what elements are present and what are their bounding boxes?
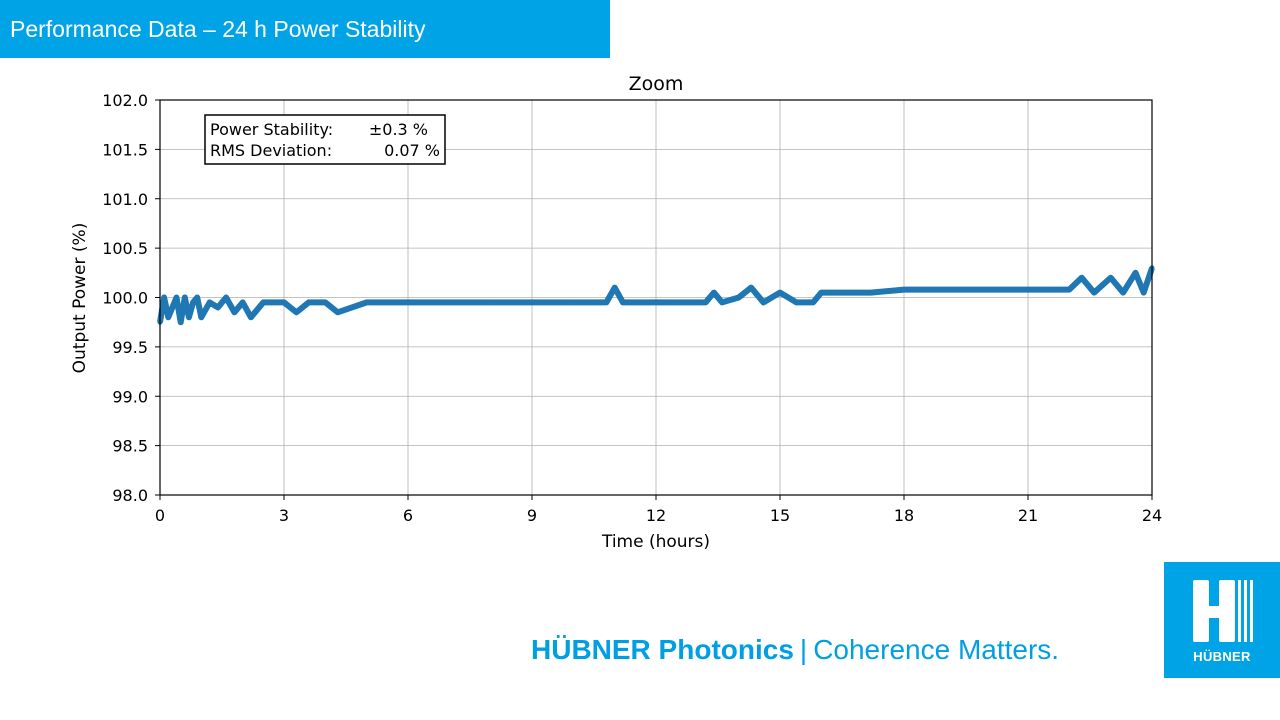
data-point bbox=[835, 290, 841, 296]
x-tick-label: 21 bbox=[1018, 506, 1038, 525]
stability-annotation: Power Stability: ±0.3 % RMS Deviation: 0… bbox=[204, 114, 446, 165]
x-tick-label: 3 bbox=[279, 506, 289, 525]
data-point bbox=[1091, 290, 1097, 296]
brand-tagline: HÜBNER Photonics | Coherence Matters. bbox=[531, 630, 1059, 670]
data-point bbox=[364, 299, 370, 305]
y-axis-label: Output Power (%) bbox=[70, 223, 90, 374]
data-point bbox=[736, 295, 742, 300]
data-point bbox=[306, 299, 312, 305]
power-stability-chart: Zoom 0 3 6 9 12 15 18 21 24 98.0 98.5 99.0 99.5 100.0… bbox=[70, 73, 1162, 552]
x-tick-label: 9 bbox=[527, 506, 537, 525]
chart-ticks: 0 3 6 9 12 15 18 21 24 98.0 98.5 99.0 99.5 100.0 100.5… bbox=[102, 91, 1162, 525]
y-tick-label: 101.5 bbox=[102, 140, 148, 159]
data-point bbox=[794, 299, 799, 305]
data-point bbox=[818, 290, 824, 296]
data-point bbox=[207, 299, 213, 305]
data-point bbox=[761, 299, 766, 305]
data-point bbox=[240, 299, 246, 305]
data-point bbox=[868, 290, 874, 296]
x-tick-label: 6 bbox=[403, 506, 413, 525]
data-point bbox=[260, 299, 266, 305]
x-tick-label: 0 bbox=[155, 506, 165, 525]
data-point bbox=[851, 290, 857, 296]
data-point bbox=[612, 285, 618, 291]
data-point bbox=[777, 290, 783, 296]
y-tick-label: 98.5 bbox=[112, 437, 148, 456]
data-point bbox=[293, 309, 299, 315]
data-point bbox=[1120, 290, 1126, 296]
data-point bbox=[322, 299, 328, 305]
data-point bbox=[174, 295, 179, 300]
x-tick-label: 15 bbox=[770, 506, 790, 525]
huebner-logo: HÜBNER bbox=[1164, 562, 1280, 678]
data-point bbox=[194, 295, 200, 300]
data-point bbox=[446, 299, 452, 305]
data-point bbox=[1079, 275, 1085, 281]
data-point bbox=[223, 295, 229, 300]
data-point bbox=[231, 309, 237, 315]
chart-title: Zoom bbox=[629, 73, 684, 95]
data-point bbox=[711, 290, 717, 296]
data-point bbox=[1108, 275, 1114, 281]
data-point bbox=[161, 295, 167, 300]
y-tick-label: 100.5 bbox=[102, 239, 148, 258]
annotation-label-rms: RMS Deviation: bbox=[210, 141, 332, 160]
data-point bbox=[182, 295, 188, 300]
slide-title: Performance Data – 24 h Power Stability bbox=[10, 16, 426, 42]
logo-text: HÜBNER bbox=[1193, 649, 1251, 664]
data-point bbox=[1133, 270, 1138, 276]
data-point bbox=[488, 299, 494, 305]
data-point bbox=[674, 299, 680, 305]
data-point bbox=[984, 287, 990, 293]
y-tick-label: 98.0 bbox=[112, 486, 148, 505]
annotation-label-stability: Power Stability: bbox=[210, 120, 333, 139]
data-point bbox=[281, 299, 287, 305]
data-point bbox=[190, 299, 196, 305]
data-point bbox=[1025, 287, 1031, 293]
data-point bbox=[273, 299, 279, 305]
data-point bbox=[198, 314, 204, 320]
data-point bbox=[165, 314, 171, 320]
data-point bbox=[1066, 287, 1072, 293]
annotation-value-rms: 0.07 % bbox=[384, 141, 440, 160]
x-tick-label: 12 bbox=[646, 506, 666, 525]
data-point bbox=[529, 299, 535, 305]
data-point bbox=[620, 299, 626, 305]
data-point bbox=[405, 299, 411, 305]
data-point bbox=[810, 299, 816, 305]
data-point bbox=[603, 299, 609, 305]
data-point bbox=[570, 299, 576, 305]
data-point bbox=[703, 299, 709, 305]
slide-title-banner: Performance Data – 24 h Power Stability bbox=[0, 0, 610, 58]
data-point bbox=[1141, 290, 1147, 296]
data-point bbox=[335, 309, 341, 315]
data-point bbox=[169, 304, 175, 310]
x-tick-label: 18 bbox=[894, 506, 914, 525]
data-point bbox=[942, 287, 948, 293]
data-point bbox=[215, 304, 221, 310]
data-point bbox=[748, 285, 754, 291]
data-point bbox=[901, 287, 907, 293]
y-tick-label: 102.0 bbox=[102, 91, 148, 110]
tagline-separator: | bbox=[799, 634, 808, 665]
data-point bbox=[248, 314, 254, 320]
data-point bbox=[694, 299, 700, 305]
data-point bbox=[719, 299, 725, 305]
annotation-value-stability: ±0.3 % bbox=[369, 120, 428, 139]
x-tick-label: 24 bbox=[1142, 506, 1162, 525]
x-axis-label: Time (hours) bbox=[601, 532, 710, 552]
logo-h-icon bbox=[1193, 580, 1253, 642]
y-tick-label: 99.5 bbox=[112, 338, 148, 357]
brand-slogan: Coherence Matters. bbox=[813, 634, 1060, 665]
y-tick-label: 99.0 bbox=[112, 387, 148, 406]
y-tick-label: 100.0 bbox=[102, 289, 148, 308]
y-tick-label: 101.0 bbox=[102, 190, 148, 209]
data-point bbox=[178, 319, 184, 325]
data-point bbox=[653, 299, 659, 305]
data-point bbox=[186, 314, 192, 320]
brand-name: HÜBNER Photonics bbox=[531, 634, 794, 665]
